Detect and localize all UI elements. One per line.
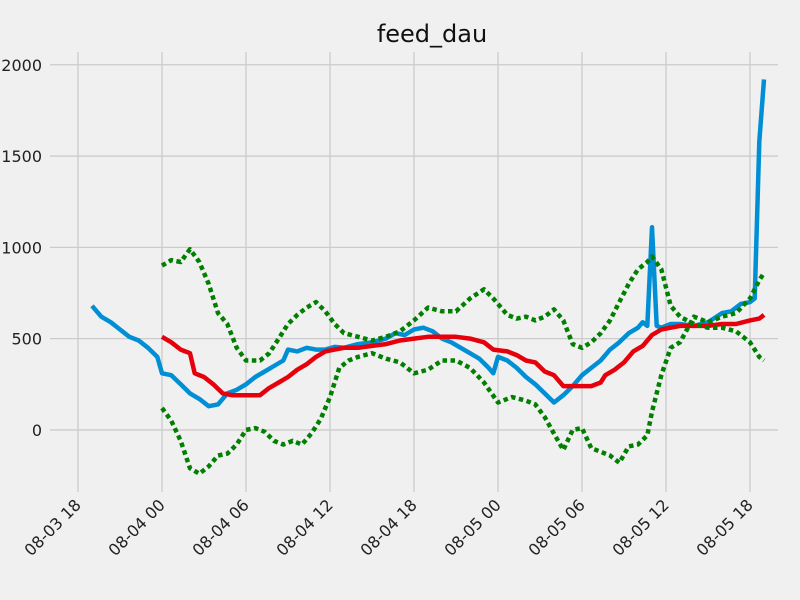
y-tick-label: 1000 (1, 238, 42, 257)
series-line-2 (160, 313, 766, 398)
series-line-1 (90, 79, 767, 409)
series-line-4 (160, 271, 766, 476)
y-tick-label: 2000 (1, 56, 42, 75)
series-line-3 (160, 246, 766, 363)
plot-series (90, 79, 767, 476)
y-tick-label: 0 (32, 421, 42, 440)
y-axis-ticks: 0 500 1000 1500 2000 (1, 56, 42, 440)
y-tick-label: 1500 (1, 147, 42, 166)
chart-title: feed_dau (377, 20, 487, 48)
y-tick-label: 500 (11, 330, 42, 349)
